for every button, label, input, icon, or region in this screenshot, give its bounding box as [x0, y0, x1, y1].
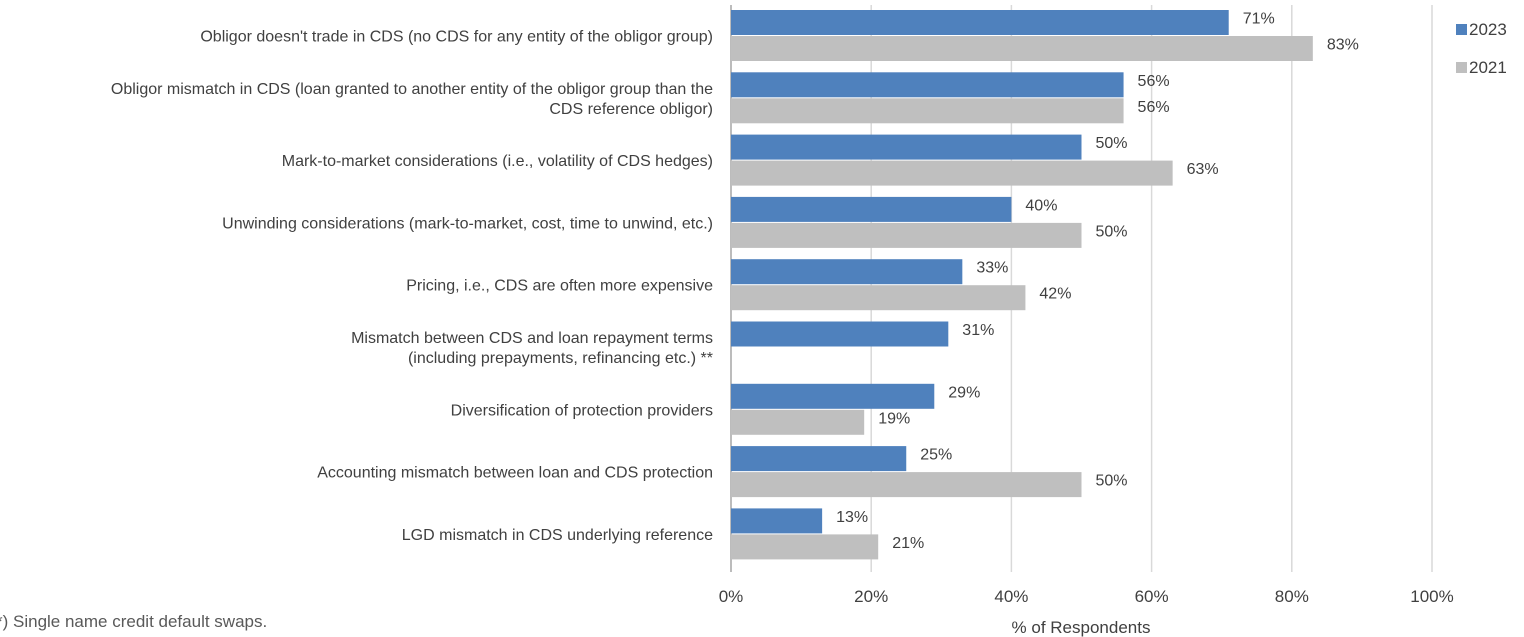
category-label: Obligor mismatch in CDS (loan granted to…	[111, 81, 713, 98]
legend: 2023 2021	[1456, 20, 1507, 77]
x-tick-label: 80%	[1275, 587, 1309, 606]
data-label-2021: 50%	[1096, 223, 1128, 240]
category-labels: Obligor doesn't trade in CDS (no CDS for…	[111, 29, 713, 544]
data-label-2021: 42%	[1039, 286, 1071, 303]
category-label: Mark-to-market considerations (i.e., vol…	[282, 153, 713, 170]
x-tick-label: 60%	[1135, 587, 1169, 606]
data-label-2023: 13%	[836, 509, 868, 526]
bar-2021	[731, 534, 879, 560]
x-tick-label: 100%	[1410, 587, 1453, 606]
bar-2021	[731, 472, 1082, 498]
data-label-2021: 63%	[1187, 161, 1219, 178]
x-tick-labels: 0% 20% 40% 60% 80% 100%	[719, 587, 1454, 606]
x-axis-title: % of Respondents	[1012, 618, 1151, 637]
category-label: (including prepayments, refinancing etc.…	[408, 350, 713, 367]
category-label: LGD mismatch in CDS underlying reference	[402, 527, 713, 544]
x-tick-label: 0%	[719, 587, 744, 606]
category-label: Obligor doesn't trade in CDS (no CDS for…	[200, 29, 713, 46]
category-label: Unwinding considerations (mark-to-market…	[222, 215, 713, 232]
bar-2023	[731, 383, 935, 409]
bar-2023	[731, 134, 1082, 160]
legend-label-2023: 2023	[1469, 20, 1507, 39]
bar-2021	[731, 409, 865, 435]
data-label-2023: 40%	[1025, 197, 1057, 214]
bar-2023	[731, 10, 1229, 35]
bars	[731, 10, 1313, 560]
data-label-2021: 19%	[878, 410, 910, 427]
category-label: CDS reference obligor)	[549, 101, 713, 118]
data-label-2021: 21%	[892, 535, 924, 552]
category-label: Pricing, i.e., CDS are often more expens…	[406, 278, 713, 295]
bar-2021	[731, 36, 1313, 61]
bar-2021	[731, 222, 1082, 248]
legend-swatch-2021	[1456, 62, 1467, 73]
category-label: Accounting mismatch between loan and CDS…	[317, 465, 713, 482]
data-label-2023: 56%	[1138, 73, 1170, 90]
data-labels: 71% 83% 56% 56% 50% 63% 40% 50% 33% 42% 31% 29% 19% 2…	[836, 11, 1359, 552]
category-label: Diversification of protection providers	[451, 402, 713, 419]
data-label-2023: 71%	[1243, 11, 1275, 28]
footnote: *) Single name credit default swaps.	[0, 612, 268, 631]
bar-2023	[731, 259, 963, 285]
category-label: Mismatch between CDS and loan repayment …	[351, 330, 713, 347]
data-label-2021: 50%	[1096, 473, 1128, 490]
legend-label-2021: 2021	[1469, 58, 1507, 77]
data-label-2021: 56%	[1138, 99, 1170, 116]
bar-2023	[731, 446, 907, 472]
x-tick-label: 40%	[994, 587, 1028, 606]
bar-2023	[731, 72, 1124, 98]
data-label-2023: 50%	[1096, 135, 1128, 152]
data-label-2021: 83%	[1327, 37, 1359, 54]
data-label-2023: 25%	[920, 447, 952, 464]
legend-swatch-2023	[1456, 24, 1467, 35]
bar-2021	[731, 285, 1026, 311]
data-label-2023: 33%	[976, 260, 1008, 277]
bar-2021	[731, 98, 1124, 124]
data-label-2023: 29%	[948, 384, 980, 401]
bar-2023	[731, 321, 949, 347]
bar-2021	[731, 160, 1173, 186]
x-tick-label: 20%	[854, 587, 888, 606]
bar-2023	[731, 196, 1012, 222]
bar-2023	[731, 508, 823, 534]
data-label-2023: 31%	[962, 322, 994, 339]
